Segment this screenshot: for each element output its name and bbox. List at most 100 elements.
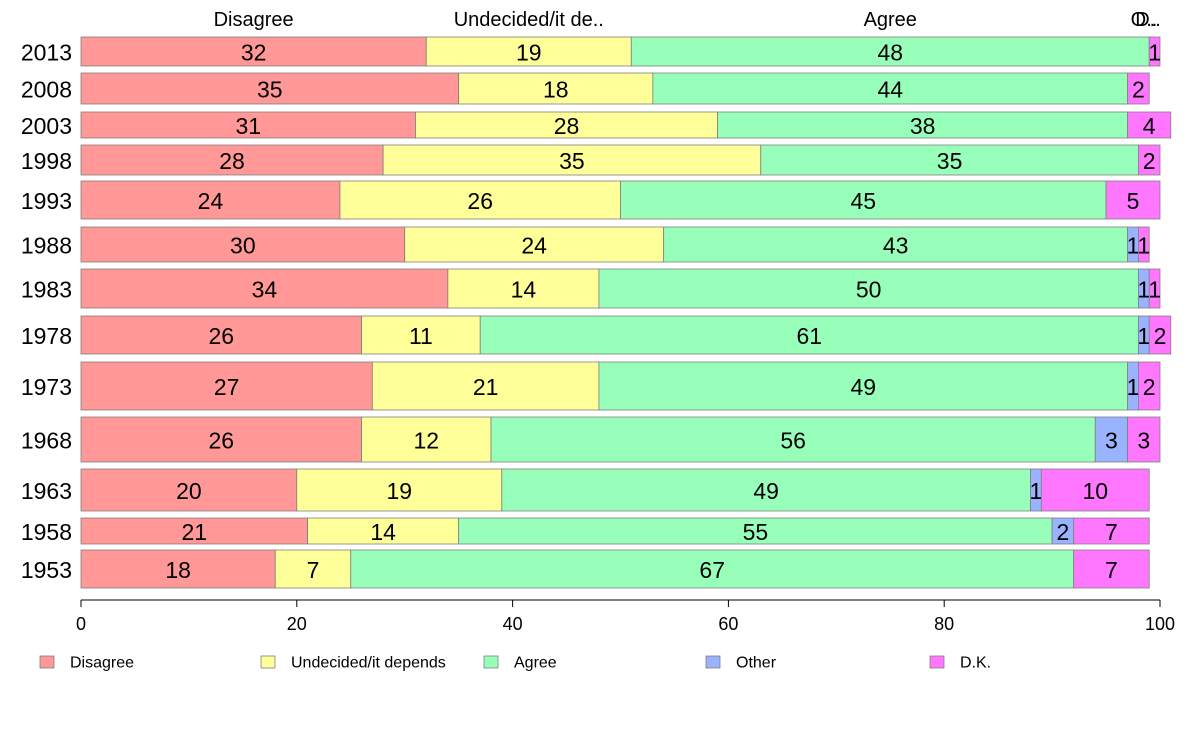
data-label: 19	[387, 478, 413, 504]
data-label: 43	[883, 233, 909, 259]
data-label: 32	[241, 40, 267, 66]
data-label: 2	[1143, 148, 1156, 174]
data-label: 30	[230, 233, 256, 259]
category-label: 2013	[21, 40, 72, 66]
legend-swatch	[483, 655, 499, 669]
data-label: 48	[877, 40, 903, 66]
x-tick-label: 60	[718, 614, 738, 634]
bar-segment-d-k-	[1127, 111, 1172, 139]
bar-segment-undecided-it-depends	[307, 517, 460, 545]
bar-segment-d-k-	[1138, 226, 1150, 263]
bar-segment-disagree	[80, 111, 416, 139]
legend-label: Undecided/it depends	[291, 655, 446, 672]
data-label: 35	[257, 77, 283, 103]
bar-segment-agree	[598, 268, 1139, 309]
bar-segment-agree	[760, 144, 1139, 176]
bar-segment-undecided-it-depends	[371, 361, 600, 411]
bar-row-1993: 1993 24 26 45 5	[21, 180, 1161, 220]
x-tick-label: 20	[287, 614, 307, 634]
bar-segment-d-k-	[1148, 36, 1161, 67]
data-label: 18	[543, 77, 569, 103]
data-label: 21	[181, 519, 207, 545]
data-label: 3	[1105, 428, 1118, 454]
legend-item-other: Other	[705, 655, 777, 672]
bar-segment-d-k-	[1127, 72, 1150, 105]
bar-segment-undecided-it-depends	[458, 72, 654, 105]
bar-segment-disagree	[80, 226, 406, 263]
bar-segment-agree	[490, 416, 1096, 463]
data-label: 26	[467, 188, 493, 214]
data-label: 49	[753, 478, 779, 504]
bar-row-2003: 2003 31 28 38 4	[21, 111, 1172, 139]
legend-label: Disagree	[70, 655, 134, 672]
bar-row-1973: 1973 27 21 49 1 2	[21, 361, 1161, 411]
legend: Disagree Undecided/it depends Agree Other D.…	[39, 655, 991, 672]
bar-segment-d-k-	[1073, 517, 1150, 545]
data-label: 35	[559, 148, 585, 174]
data-label: 5	[1127, 188, 1140, 214]
bar-segment-undecided-it-depends	[415, 111, 719, 139]
legend-swatch	[260, 655, 276, 669]
category-label: 1963	[21, 478, 72, 504]
data-label: 49	[850, 374, 876, 400]
data-label: 1	[1030, 478, 1043, 504]
bar-segment-agree	[717, 111, 1129, 139]
legend-swatch	[39, 655, 55, 669]
data-label: 34	[252, 277, 278, 303]
bar-segment-d-k-	[1148, 268, 1161, 309]
data-label: 18	[165, 557, 191, 583]
category-label: 1978	[21, 323, 72, 349]
data-label: 50	[856, 277, 882, 303]
bar-segment-agree	[620, 180, 1107, 220]
bar-row-1998: 1998 28 35 35 2	[21, 144, 1161, 176]
data-label: 14	[511, 277, 537, 303]
bar-segment-undecided-it-depends	[339, 180, 621, 220]
category-label: 1998	[21, 148, 72, 174]
category-label: 2003	[21, 113, 72, 139]
bar-segment-d-k-	[1138, 361, 1161, 411]
top-label: Disagree	[214, 9, 294, 31]
data-label: 28	[554, 113, 580, 139]
data-label: 61	[797, 323, 823, 349]
bar-segment-d-k-	[1148, 315, 1172, 355]
legend-item-undecided-it-depends: Undecided/it depends	[260, 655, 446, 672]
data-label: 2	[1143, 374, 1156, 400]
data-label: 35	[937, 148, 963, 174]
top-label: Undecided/it de..	[454, 9, 604, 31]
bar-row-1958: 1958 21 14 55 2 7	[21, 517, 1150, 545]
data-label: 11	[409, 323, 433, 349]
data-label: 3	[1137, 428, 1150, 454]
bar-row-1953: 1953 18 7 67 7	[21, 549, 1150, 589]
data-label: 56	[780, 428, 806, 454]
bar-segment-disagree	[80, 72, 460, 105]
data-label: 19	[516, 40, 542, 66]
category-label: 2008	[21, 77, 72, 103]
category-label: 1993	[21, 188, 72, 214]
legend-item-disagree: Disagree	[39, 655, 134, 672]
legend-swatch	[929, 655, 945, 669]
bar-row-2013: 2013 32 19 48 1	[21, 36, 1161, 67]
legend-label: Other	[736, 655, 777, 672]
data-label: 7	[307, 557, 320, 583]
category-label: 1983	[21, 277, 72, 303]
bar-segment-disagree	[80, 549, 276, 589]
x-tick-label: 100	[1145, 614, 1175, 634]
x-tick-label: 80	[934, 614, 954, 634]
legend-item-d-k-: D.K.	[929, 655, 991, 672]
data-label: 2	[1132, 77, 1145, 103]
bar-segment-agree	[501, 468, 1031, 512]
data-label: 2	[1056, 519, 1069, 545]
bar-segment-disagree	[80, 144, 384, 176]
bar-segment-agree	[652, 72, 1129, 105]
data-label: 26	[208, 428, 234, 454]
bar-segment-undecided-it-depends	[274, 549, 352, 589]
top-label: O..	[1131, 9, 1158, 31]
bar-segment-agree	[350, 549, 1075, 589]
category-label: 1958	[21, 519, 72, 545]
top-category-labels: Disagree Undecided/it de.. Agree O..D..	[214, 9, 1161, 31]
legend-item-agree: Agree	[483, 655, 557, 672]
data-label: 1	[1137, 277, 1150, 303]
bar-segment-undecided-it-depends	[361, 416, 492, 463]
legend-swatch	[705, 655, 721, 669]
